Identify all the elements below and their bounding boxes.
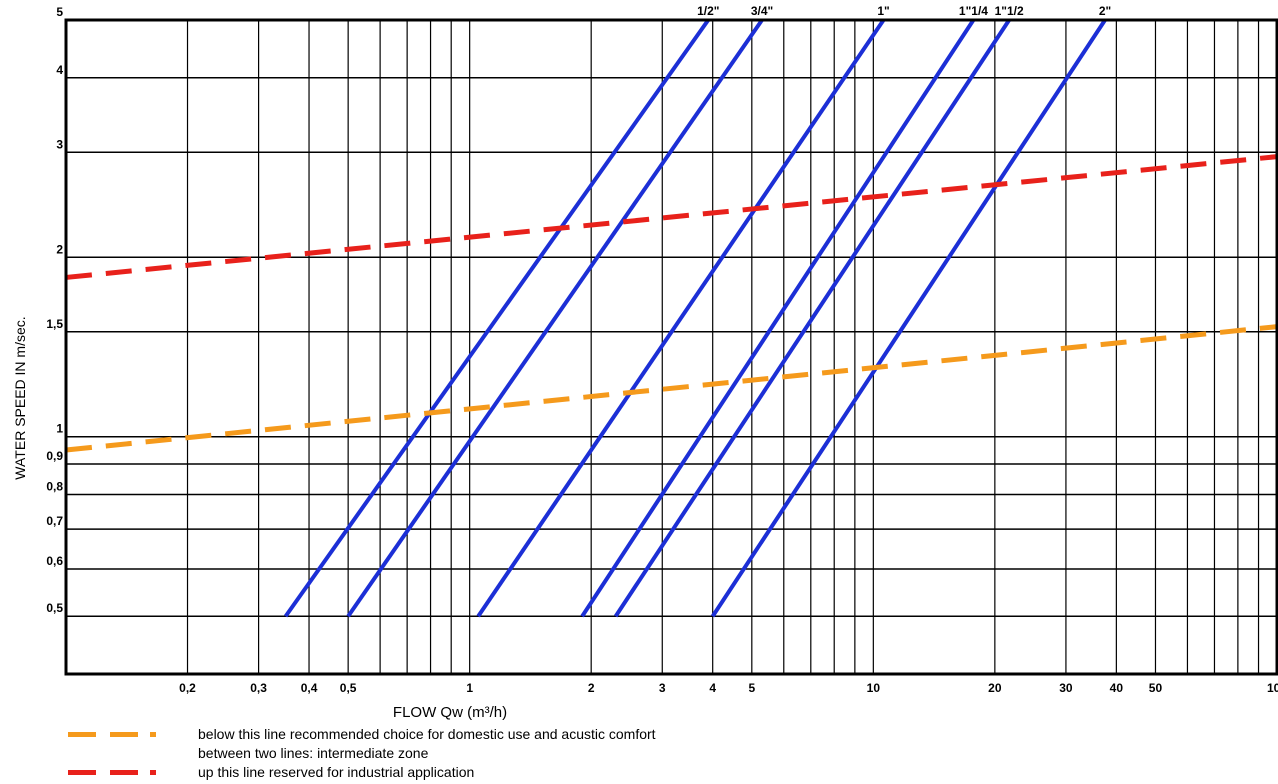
threshold-line bbox=[65, 324, 1278, 453]
tick-labels: 0,2 0,3 0,4 0,5 1 2 3 4 5 10 20 30 40 50 100 0,5 0,6 0,7 0… bbox=[46, 5, 1278, 695]
x-tick-label: 3 bbox=[659, 681, 666, 695]
y-tick-label: 0,8 bbox=[46, 480, 63, 494]
x-tick-label: 0,4 bbox=[301, 681, 318, 695]
pipe-line bbox=[614, 18, 1011, 618]
series-label: 1"1/4 bbox=[959, 4, 988, 18]
y-tick-label: 1,5 bbox=[46, 317, 63, 331]
series-label: 2" bbox=[1099, 4, 1111, 18]
x-tick-label: 20 bbox=[988, 681, 1002, 695]
x-tick-label: 5 bbox=[748, 681, 755, 695]
series-labels: 1/2" 3/4" 1" 1"1/4 1"1/2 2" bbox=[697, 4, 1111, 18]
legend-item-domestic: below this line recommended choice for d… bbox=[68, 724, 656, 743]
x-tick-label: 50 bbox=[1149, 681, 1163, 695]
y-tick-label: 5 bbox=[56, 5, 63, 19]
y-tick-label: 1 bbox=[56, 422, 63, 436]
y-axis-label: WATER SPEED IN m/sec. bbox=[12, 316, 28, 480]
x-tick-label: 0,2 bbox=[179, 681, 196, 695]
y-tick-label: 4 bbox=[56, 63, 63, 77]
y-tick-label: 2 bbox=[56, 242, 63, 256]
legend: below this line recommended choice for d… bbox=[68, 724, 656, 781]
pipe-line bbox=[283, 18, 710, 618]
pipe-line bbox=[476, 18, 886, 618]
chart-lines bbox=[65, 18, 1278, 618]
x-tick-label: 100 bbox=[1267, 681, 1278, 695]
grid bbox=[66, 20, 1278, 674]
x-tick-label: 10 bbox=[867, 681, 881, 695]
x-axis-label: FLOW Qw (m³/h) bbox=[392, 704, 508, 721]
x-tick-label: 1 bbox=[466, 681, 473, 695]
y-tick-label: 0,6 bbox=[46, 554, 63, 568]
x-tick-label: 0,5 bbox=[340, 681, 357, 695]
legend-item-intermediate: between two lines: intermediate zone bbox=[68, 743, 656, 762]
y-tick-label: 3 bbox=[56, 137, 63, 151]
pipe-line bbox=[580, 18, 976, 618]
legend-text-industrial: up this line reserved for industrial app… bbox=[198, 763, 475, 780]
y-tick-label: 0,9 bbox=[46, 449, 63, 463]
series-label: 1" bbox=[877, 4, 889, 18]
series-label: 1"1/2 bbox=[995, 4, 1024, 18]
x-tick-label: 4 bbox=[709, 681, 716, 695]
legend-text-domestic: below this line recommended choice for d… bbox=[198, 725, 656, 742]
x-tick-label: 0,3 bbox=[250, 681, 267, 695]
x-tick-label: 40 bbox=[1110, 681, 1124, 695]
threshold-line bbox=[65, 154, 1278, 280]
legend-swatch-red bbox=[68, 767, 188, 777]
legend-item-industrial: up this line reserved for industrial app… bbox=[68, 762, 656, 781]
pipe-line bbox=[711, 18, 1107, 618]
x-tick-label: 30 bbox=[1059, 681, 1073, 695]
series-label: 3/4" bbox=[751, 4, 773, 18]
x-tick-label: 2 bbox=[588, 681, 595, 695]
series-label: 1/2" bbox=[697, 4, 719, 18]
y-tick-label: 0,7 bbox=[46, 514, 63, 528]
legend-text-intermediate: between two lines: intermediate zone bbox=[198, 744, 429, 761]
legend-swatch-orange bbox=[68, 729, 188, 739]
pipe-line bbox=[346, 18, 764, 618]
y-tick-label: 0,5 bbox=[46, 601, 63, 615]
plot-frame bbox=[64, 18, 1278, 676]
